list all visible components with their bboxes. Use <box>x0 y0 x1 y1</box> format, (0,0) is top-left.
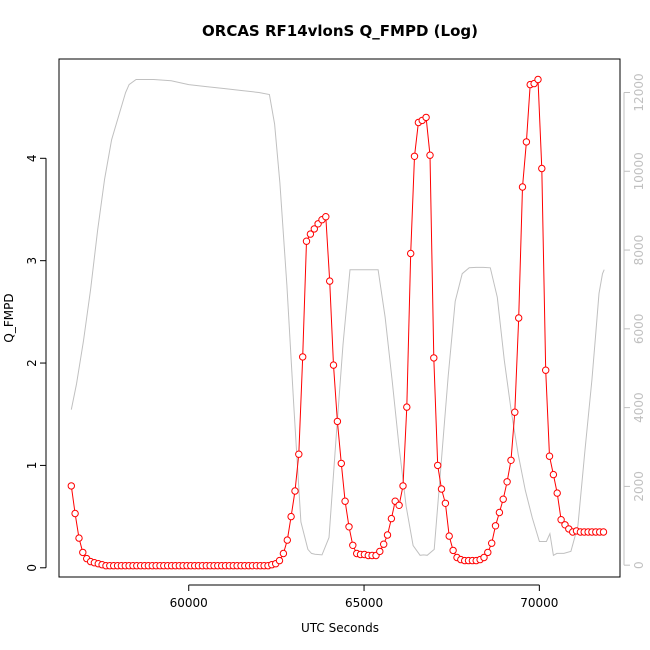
series-1-point <box>395 501 403 509</box>
series-layer <box>67 75 608 570</box>
series-1-point <box>495 508 504 517</box>
series-1-line <box>70 78 604 567</box>
series-1-point <box>376 547 384 556</box>
y2-tick-label: 8000 <box>632 235 646 266</box>
series-1-point <box>399 482 407 490</box>
series-1-point <box>275 556 284 565</box>
series-1-point <box>279 549 288 558</box>
series-1-point <box>380 540 388 548</box>
series-1-point <box>557 516 565 524</box>
series-1-point <box>403 403 411 411</box>
series-1-point <box>329 361 338 369</box>
y2-tick-label: 10000 <box>632 152 646 190</box>
y-tick-label: 2 <box>25 359 39 367</box>
series-1-point <box>515 314 523 322</box>
series-1-point <box>488 539 496 547</box>
y2-tick-label: 4000 <box>632 392 646 423</box>
series-1-point <box>503 478 511 486</box>
x-tick-label: 60000 <box>170 596 208 610</box>
series-1-point <box>295 450 303 458</box>
series-1-point <box>499 495 507 503</box>
series-1-point <box>480 553 488 562</box>
series-1-point <box>407 249 415 258</box>
series-1-point <box>491 522 500 530</box>
series-1-point <box>538 164 546 173</box>
series-1-point <box>542 366 550 374</box>
series-1-point <box>522 138 531 146</box>
series-1-point <box>507 456 515 464</box>
series-1-point <box>387 514 396 523</box>
y2-tick-label: 2000 <box>632 471 646 502</box>
y2-tick-label: 6000 <box>632 314 646 345</box>
series-1-point <box>326 277 334 285</box>
series-1-point <box>518 183 527 191</box>
series-1-point <box>71 509 79 518</box>
x-tick-label: 70000 <box>520 596 558 610</box>
y2-tick-label: 0 <box>632 561 646 569</box>
series-1-point <box>422 113 430 122</box>
series-1-point <box>484 548 492 557</box>
series-1-point <box>322 213 330 221</box>
series-1-point <box>75 534 83 542</box>
series-1-point <box>349 541 357 549</box>
series-1-point <box>333 417 342 426</box>
y-tick-label: 1 <box>25 462 39 470</box>
series-1-point <box>283 536 291 544</box>
series-1-point <box>310 225 318 233</box>
series-1-point <box>337 459 345 468</box>
series-1-point <box>287 512 295 521</box>
series-1-point <box>445 532 453 540</box>
y-tick-label: 4 <box>25 154 39 162</box>
series-1-point <box>449 546 457 555</box>
y-axis-label: Q_FMPD <box>2 293 16 342</box>
series-1-point <box>67 482 76 490</box>
series-2-line <box>70 79 605 557</box>
series-1-point <box>426 151 434 159</box>
series-1-point <box>553 489 561 497</box>
series-1-point <box>306 230 315 238</box>
plot-area-frame <box>58 58 621 578</box>
secondary-y-axis: 0 2000 4000 6000 8000 10000 12000 <box>623 73 646 569</box>
series-1-point <box>299 353 307 361</box>
series-1-point <box>79 548 87 557</box>
chart-title: ORCAS RF14vlonS Q_FMPD (Log) <box>202 22 478 40</box>
x-tick-label: 65000 <box>345 596 383 610</box>
series-1-point <box>437 485 446 493</box>
series-1-point <box>599 528 608 536</box>
x-axis: 60000 65000 70000 <box>170 584 558 610</box>
series-1-point <box>341 497 349 505</box>
series-1-point <box>534 75 542 84</box>
series-1-point <box>383 531 392 539</box>
series-1-point <box>441 499 450 507</box>
series-1-point <box>549 470 558 479</box>
series-1-point <box>434 461 442 470</box>
series-1-point <box>410 152 419 161</box>
y-tick-label: 0 <box>25 564 39 572</box>
y2-tick-label: 12000 <box>632 73 646 111</box>
series-1-point <box>345 523 353 531</box>
series-1-point <box>511 408 519 416</box>
x-axis-label: UTC Seconds <box>301 621 379 635</box>
series-1-point <box>291 487 299 495</box>
series-1-point <box>545 452 554 460</box>
y-tick-label: 3 <box>25 257 39 265</box>
series-1-point <box>302 237 311 245</box>
y-axis: 0 1 2 3 4 <box>25 154 47 572</box>
series-1-point <box>430 354 438 362</box>
